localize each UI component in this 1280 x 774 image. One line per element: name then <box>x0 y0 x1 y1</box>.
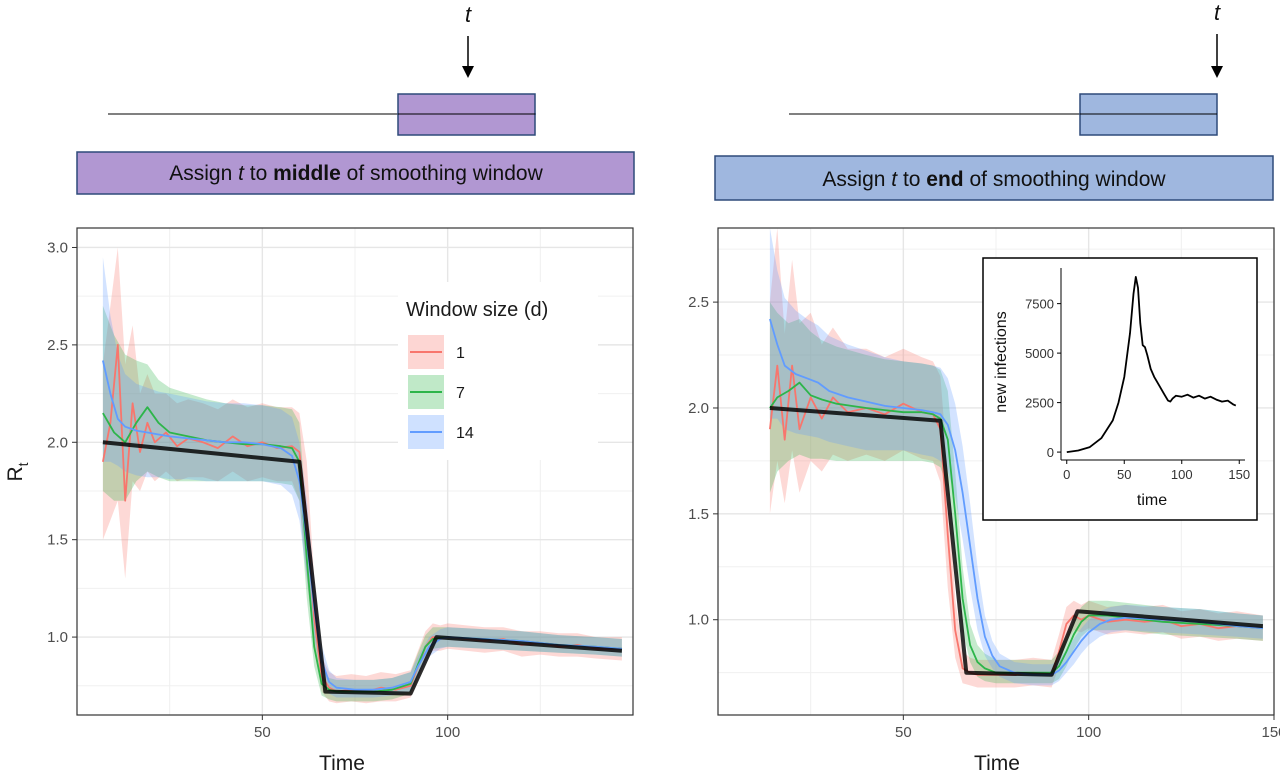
x-tick-label: 150 <box>1261 724 1280 741</box>
schematic-middle: t Assign t to middle of smoothing window <box>76 2 635 195</box>
ci-band-7 <box>102 305 622 702</box>
inset-y-tick-label: 0 <box>1047 445 1054 460</box>
banner-end-text: Assign t to end of smoothing window <box>822 168 1166 191</box>
time-marker-arrowhead <box>462 66 474 78</box>
true-rt-group <box>769 406 1264 677</box>
y-tick-label: 1.5 <box>688 506 709 523</box>
banner-middle-text: Assign t to middle of smoothing window <box>169 162 543 185</box>
x-axis-title: Time <box>974 752 1020 774</box>
y-axis-title: Rt <box>4 462 31 481</box>
confidence-bands <box>769 228 1263 688</box>
inset-x-tick-label: 150 <box>1228 467 1250 482</box>
confidence-bands <box>102 247 622 704</box>
inset-x-tick-label: 50 <box>1117 467 1131 482</box>
y-tick-label: 1.0 <box>47 629 68 646</box>
time-marker-label: t <box>1214 0 1221 25</box>
legend-label-7: 7 <box>456 385 465 402</box>
ci-band-1 <box>102 247 622 704</box>
axes: 50 100 150 1.0 1.5 2.0 2.5 <box>688 227 1280 741</box>
inset-x-title: time <box>1137 492 1167 509</box>
x-tick-label: 50 <box>254 724 271 741</box>
x-tick-label: 100 <box>1076 724 1101 741</box>
panel-border <box>76 227 634 716</box>
axes: 50 100 1.0 1.5 2.0 2.5 3.0 <box>47 227 634 741</box>
y-tick-label: 1.5 <box>47 532 68 549</box>
true-rt-line <box>769 406 1264 677</box>
y-tick-label: 1.0 <box>688 612 709 629</box>
inset-frame <box>982 257 1258 521</box>
y-tick-label: 2.5 <box>688 294 709 311</box>
panel-border <box>717 227 1275 716</box>
y-tick-label: 3.0 <box>47 239 68 256</box>
true-rt-group <box>102 440 623 696</box>
time-marker-label: t <box>465 2 472 27</box>
x-axis-title: Time <box>319 752 365 774</box>
inset-infections-line <box>1066 275 1237 453</box>
inset-new-infections: 0 50 100 150 0 2500 5000 7500 time new infectio… <box>982 257 1258 521</box>
series-line-7 <box>769 381 1263 674</box>
y-tick-label: 2.5 <box>47 337 68 354</box>
inset-x-tick-label: 0 <box>1063 467 1070 482</box>
inset-axes: 0 50 100 150 0 2500 5000 7500 <box>1025 268 1250 482</box>
y-tick-label: 2.0 <box>688 400 709 417</box>
inset-x-tick-label: 100 <box>1171 467 1193 482</box>
inset-curve <box>1066 275 1237 453</box>
banner-middle <box>76 151 635 195</box>
series-line-14 <box>769 318 1263 676</box>
banner-end <box>714 155 1274 201</box>
inset-y-tick-label: 2500 <box>1025 396 1054 411</box>
inset-y-tick-label: 7500 <box>1025 297 1054 312</box>
x-tick-label: 50 <box>895 724 912 741</box>
y-tick-label: 2.0 <box>47 434 68 451</box>
inset-y-tick-label: 5000 <box>1025 346 1054 361</box>
legend-title: Window size (d) <box>406 299 548 321</box>
ci-band-7 <box>769 302 1263 684</box>
ci-band-14 <box>102 257 622 698</box>
inset-y-title: new infections <box>993 311 1010 412</box>
legend-label-1: 1 <box>456 345 465 362</box>
true-rt-line <box>102 440 623 696</box>
legend-label-14: 14 <box>456 425 474 442</box>
legend-background <box>398 282 598 460</box>
time-marker-arrowhead <box>1211 66 1223 78</box>
x-tick-label: 100 <box>435 724 460 741</box>
schematic-end: t Assign t to end of smoothing window <box>714 0 1274 201</box>
